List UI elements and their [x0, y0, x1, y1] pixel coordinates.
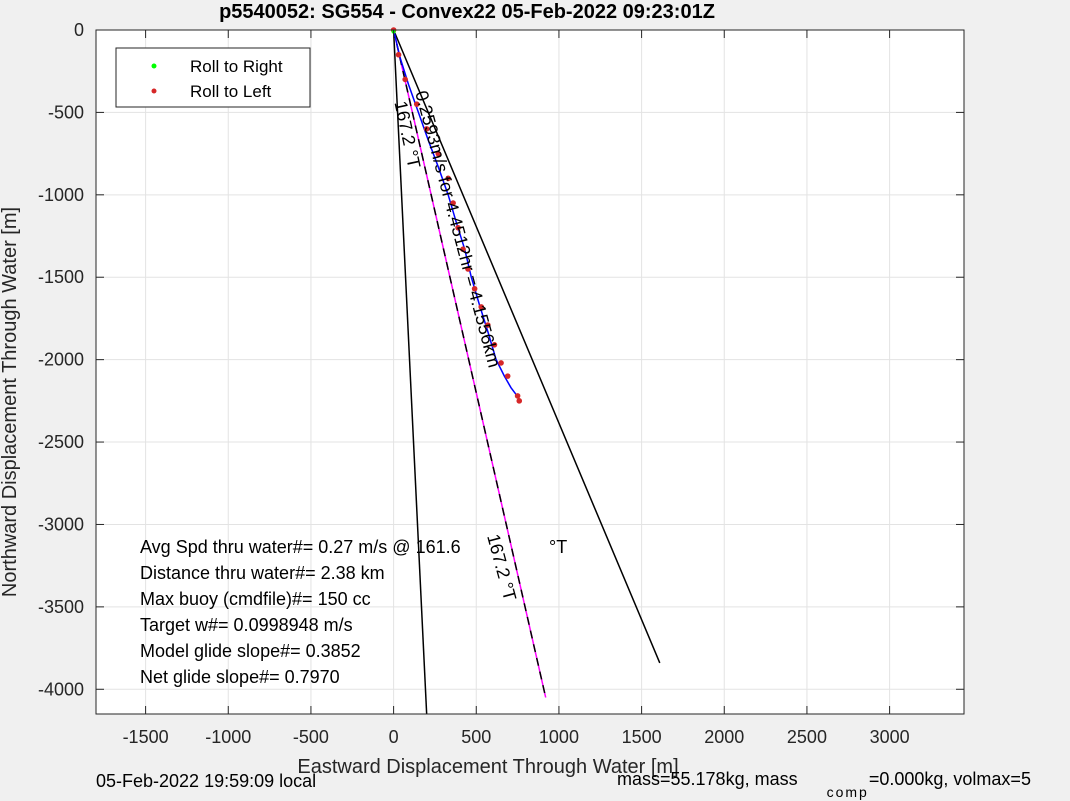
stats-line: Target w#= 0.0998948 m/s — [140, 615, 353, 635]
roll-left-point — [423, 126, 430, 132]
roll-left-point — [498, 360, 504, 366]
y-tick-label: -3000 — [38, 514, 84, 534]
x-tick-label: -1000 — [205, 727, 251, 747]
footer-rest: =0.000kg, volmax=5 — [868, 769, 1031, 789]
x-tick-label: -500 — [293, 727, 329, 747]
roll-left-point — [514, 393, 521, 399]
x-tick-label: -1500 — [123, 727, 169, 747]
roll-left-point — [491, 342, 498, 348]
roll-left-point — [402, 76, 408, 83]
roll-left-point — [485, 322, 491, 328]
footer-mass: mass=55.178kg, mass — [617, 769, 798, 789]
legend-box — [115, 47, 311, 108]
roll-left-point — [395, 51, 402, 58]
legend-marker — [151, 63, 157, 69]
chart-title: p5540052: SG554 - Convex22 05-Feb-2022 0… — [219, 1, 715, 23]
y-tick-label: -2000 — [38, 350, 84, 370]
stats-line: Model glide slope#= 0.3852 — [140, 641, 361, 661]
y-tick-label: -1500 — [38, 267, 84, 287]
data-points — [390, 27, 523, 404]
axis-ticks: -1500 -1000 -500 0 500 1000 1500 2000 2500 3000 0 -… — [38, 20, 964, 747]
roll-left-point — [471, 285, 478, 292]
roll-left-point — [445, 175, 451, 182]
legend: Roll to Right Roll to Left — [115, 47, 311, 108]
legend-label: Roll to Left — [190, 82, 272, 101]
roll-left-point — [504, 373, 511, 379]
y-tick-label: -500 — [48, 102, 84, 122]
x-tick-label: 1500 — [622, 727, 662, 747]
roll-left-point — [450, 200, 456, 206]
roll-left-point — [460, 246, 466, 253]
stats-line: Avg Spd thru water#= 0.27 m/s @ 161.6 — [140, 537, 461, 557]
x-tick-label: 0 — [389, 727, 399, 747]
footer-local-time: 05-Feb-2022 19:59:09 local — [96, 771, 317, 791]
x-tick-label: 2000 — [704, 727, 744, 747]
stats-line: Net glide slope#= 0.7970 — [140, 667, 340, 687]
stats-line: Max buoy (cmdfile)#= 150 cc — [140, 589, 371, 609]
roll-left-point — [455, 224, 461, 231]
roll-left-point — [465, 266, 471, 272]
x-tick-label: 1000 — [539, 727, 579, 747]
stats-text: Avg Spd thru water#= 0.27 m/s @ 161.6 °T D… — [140, 537, 567, 687]
cone-line-2 — [392, 29, 661, 664]
x-tick-label: 2500 — [787, 727, 827, 747]
footer-mass-info: mass=55.178kg, mass comp=0.000kg, volmax… — [617, 769, 1031, 800]
y-axis-label: Northward Displacement Through Water [m] — [0, 207, 21, 597]
x-axis-label: Eastward Displacement Through Water [m] — [297, 756, 678, 778]
y-tick-label: -4000 — [38, 679, 84, 699]
stats-unit: °T — [549, 537, 567, 557]
heading-dashed-line — [392, 29, 547, 698]
roll-left-point — [478, 304, 485, 310]
x-tick-label: 3000 — [870, 727, 910, 747]
footer-comp-subscript: comp — [826, 784, 869, 800]
y-tick-label: -1000 — [38, 185, 84, 205]
legend-marker — [151, 88, 157, 94]
roll-left-point — [435, 150, 442, 157]
stats-line: Distance thru water#= 2.38 km — [140, 563, 385, 583]
roll-left-point — [516, 398, 523, 404]
legend-label: Roll to Right — [190, 57, 283, 76]
y-tick-label: 0 — [74, 20, 84, 40]
cone-line-1 — [392, 29, 428, 715]
roll-left-point — [413, 101, 420, 107]
y-tick-label: -3500 — [38, 597, 84, 617]
y-tick-label: -2500 — [38, 432, 84, 452]
plot-area — [96, 30, 964, 714]
x-tick-label: 500 — [461, 727, 491, 747]
plot-frame — [95, 29, 965, 715]
